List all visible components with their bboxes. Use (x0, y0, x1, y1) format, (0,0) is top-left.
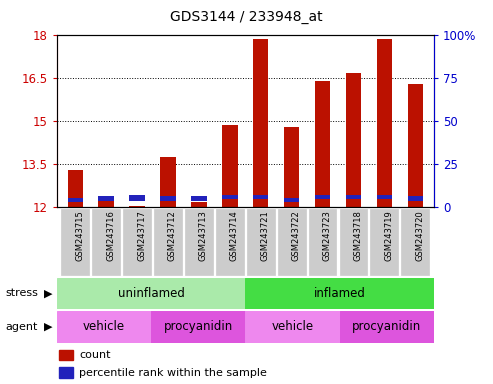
Bar (99, 196, 114, 201)
Bar (68, 170, 83, 207)
Bar (191, 202, 207, 207)
Text: vehicle: vehicle (271, 320, 314, 333)
Bar (278, 209, 306, 275)
Text: agent: agent (5, 322, 37, 332)
Text: GSM243717: GSM243717 (137, 210, 146, 261)
Bar (401, 209, 429, 275)
Bar (191, 196, 207, 201)
Bar (253, 195, 269, 199)
Text: GSM243713: GSM243713 (199, 210, 208, 261)
Bar (123, 209, 151, 275)
Bar (253, 39, 269, 207)
Text: inflamed: inflamed (314, 287, 365, 300)
Bar (59, 349, 73, 360)
Bar (185, 209, 213, 275)
Bar (92, 209, 120, 275)
Bar (68, 198, 83, 202)
Bar (222, 195, 238, 199)
Bar (99, 200, 114, 207)
Bar (346, 195, 361, 199)
Text: GSM243722: GSM243722 (292, 210, 301, 261)
Text: procyanidin: procyanidin (164, 320, 233, 333)
Text: GSM243714: GSM243714 (230, 210, 239, 261)
Bar (284, 198, 299, 202)
Text: GSM243716: GSM243716 (106, 210, 115, 261)
Bar (315, 81, 330, 207)
Bar (309, 209, 336, 275)
Bar (247, 209, 275, 275)
Bar (370, 209, 398, 275)
Bar (377, 39, 392, 207)
Bar (216, 209, 244, 275)
Text: count: count (79, 350, 111, 360)
Text: GSM243715: GSM243715 (75, 210, 84, 261)
Text: GSM243720: GSM243720 (415, 210, 424, 261)
Bar (340, 209, 367, 275)
Text: GSM243723: GSM243723 (322, 210, 332, 261)
Text: procyanidin: procyanidin (352, 320, 422, 333)
Text: stress: stress (5, 288, 38, 298)
Bar (160, 157, 176, 207)
Text: GSM243721: GSM243721 (261, 210, 270, 261)
Text: GDS3144 / 233948_at: GDS3144 / 233948_at (170, 10, 323, 23)
Bar (59, 367, 73, 378)
Bar (245, 311, 340, 343)
Bar (245, 278, 434, 309)
Bar (57, 278, 245, 309)
Bar (377, 195, 392, 199)
Text: percentile rank within the sample: percentile rank within the sample (79, 367, 267, 377)
Bar (222, 125, 238, 207)
Text: GSM243719: GSM243719 (385, 210, 393, 261)
Text: GSM243718: GSM243718 (353, 210, 362, 261)
Bar (346, 73, 361, 207)
Bar (129, 206, 145, 207)
Bar (408, 84, 423, 207)
Bar (408, 196, 423, 201)
Bar (61, 209, 89, 275)
Bar (284, 127, 299, 207)
Bar (57, 311, 151, 343)
Bar (151, 311, 245, 343)
Bar (160, 196, 176, 201)
Bar (315, 195, 330, 199)
Bar (340, 311, 434, 343)
Text: GSM243712: GSM243712 (168, 210, 177, 261)
Text: ▶: ▶ (43, 288, 52, 298)
Bar (129, 195, 145, 201)
Bar (154, 209, 182, 275)
Text: ▶: ▶ (43, 322, 52, 332)
Text: uninflamed: uninflamed (117, 287, 184, 300)
Text: vehicle: vehicle (83, 320, 125, 333)
